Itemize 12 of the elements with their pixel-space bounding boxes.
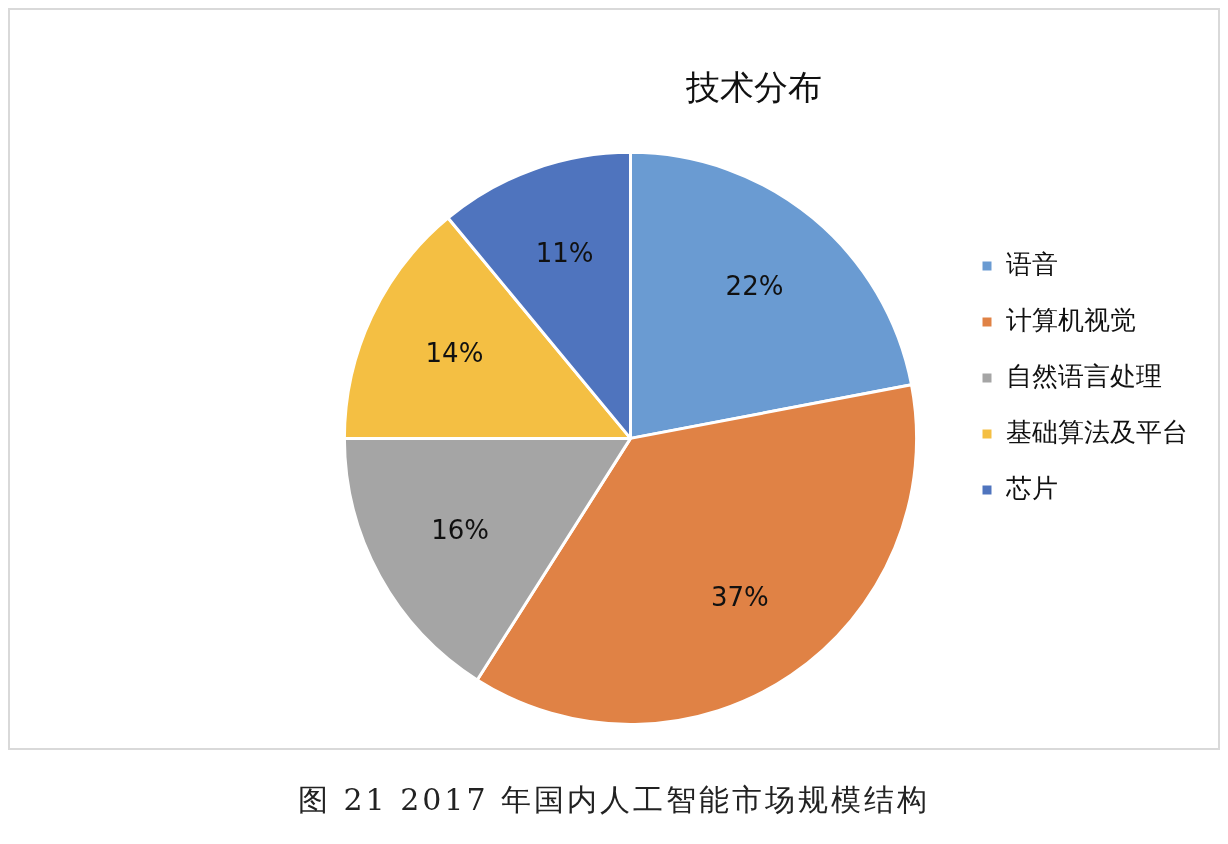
legend-label: 芯片 — [1005, 472, 1058, 503]
data-label: 14% — [425, 338, 484, 369]
chart-title: 技术分布 — [685, 67, 822, 108]
legend-label: 计算机视觉 — [1006, 304, 1136, 335]
data-label: 11% — [535, 238, 594, 269]
data-label: 37% — [710, 582, 769, 613]
legend-label: 语音 — [1006, 248, 1058, 279]
data-label: 16% — [431, 514, 489, 545]
caption: 图 21 2017 年国内人工智能市场规模结构 — [296, 781, 932, 819]
data-label: 22% — [725, 271, 784, 302]
legend-label: 自然语言处理 — [1006, 360, 1162, 391]
legend-label: 基础算法及平台 — [1006, 416, 1188, 447]
